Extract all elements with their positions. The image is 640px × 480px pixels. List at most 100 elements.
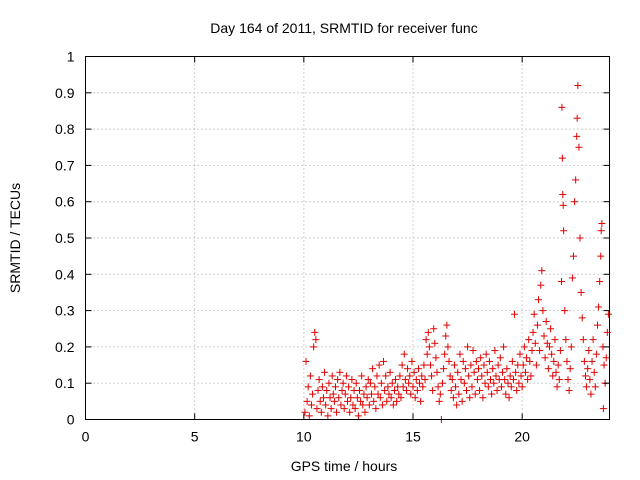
data-point bbox=[438, 379, 446, 387]
grid-lines bbox=[85, 56, 610, 420]
data-point bbox=[472, 357, 480, 365]
data-point bbox=[340, 405, 348, 413]
data-point bbox=[503, 365, 511, 373]
data-point bbox=[481, 379, 489, 387]
data-point bbox=[334, 376, 342, 384]
x-tick-label: 5 bbox=[191, 429, 199, 445]
data-point bbox=[543, 339, 551, 347]
data-point bbox=[425, 343, 433, 351]
data-point bbox=[303, 397, 311, 405]
data-point bbox=[432, 354, 440, 362]
data-point bbox=[567, 343, 575, 351]
data-point bbox=[512, 368, 520, 376]
data-point bbox=[409, 383, 417, 391]
data-point bbox=[306, 372, 314, 380]
data-point bbox=[559, 201, 567, 209]
data-point bbox=[341, 390, 349, 398]
data-point bbox=[506, 372, 514, 380]
data-point bbox=[411, 394, 419, 402]
data-point bbox=[500, 343, 508, 351]
data-point bbox=[314, 386, 322, 394]
data-point bbox=[480, 361, 488, 369]
data-point bbox=[361, 408, 369, 416]
chart-title: Day 164 of 2011, SRMTID for receiver fun… bbox=[210, 20, 477, 36]
data-point bbox=[346, 408, 354, 416]
data-point bbox=[511, 310, 519, 318]
data-point bbox=[580, 357, 588, 365]
data-point bbox=[324, 412, 332, 420]
data-point bbox=[573, 114, 581, 122]
data-point bbox=[444, 343, 452, 351]
data-point bbox=[572, 176, 580, 184]
data-point bbox=[525, 336, 533, 344]
data-point bbox=[397, 394, 405, 402]
y-tick-label: 0.4 bbox=[55, 266, 75, 282]
data-point bbox=[333, 408, 341, 416]
data-point bbox=[487, 376, 495, 384]
data-point bbox=[489, 365, 497, 373]
data-point bbox=[360, 390, 368, 398]
data-point bbox=[593, 321, 601, 329]
data-point bbox=[326, 394, 334, 402]
data-point bbox=[301, 408, 309, 416]
data-point bbox=[468, 383, 476, 391]
y-tick-label: 1 bbox=[67, 49, 75, 65]
axes: 00.10.20.30.40.50.60.70.80.910 5 10 15 20 bbox=[55, 49, 610, 445]
data-point bbox=[502, 390, 510, 398]
data-point bbox=[307, 401, 315, 409]
data-point bbox=[387, 394, 395, 402]
data-point bbox=[505, 394, 513, 402]
data-point bbox=[373, 372, 381, 380]
data-point bbox=[564, 376, 572, 384]
data-point bbox=[412, 376, 420, 384]
data-point bbox=[347, 394, 355, 402]
data-point bbox=[479, 394, 487, 402]
y-tick-label: 0.6 bbox=[55, 194, 75, 210]
data-point bbox=[316, 397, 324, 405]
data-point bbox=[597, 252, 605, 260]
data-point bbox=[569, 252, 577, 260]
data-point bbox=[374, 390, 382, 398]
data-point bbox=[404, 365, 412, 373]
data-point bbox=[466, 394, 474, 402]
data-point bbox=[378, 401, 386, 409]
data-point bbox=[504, 379, 512, 387]
data-point bbox=[470, 368, 478, 376]
data-point bbox=[528, 347, 536, 355]
data-point bbox=[473, 376, 481, 384]
data-point bbox=[526, 357, 534, 365]
y-tick-label: 0.8 bbox=[55, 121, 75, 137]
data-point bbox=[482, 350, 490, 358]
data-point bbox=[551, 336, 559, 344]
data-point bbox=[517, 372, 525, 380]
data-point bbox=[352, 379, 360, 387]
data-point bbox=[555, 376, 563, 384]
data-point bbox=[467, 361, 475, 369]
data-point bbox=[548, 350, 556, 358]
data-point bbox=[399, 383, 407, 391]
data-point bbox=[416, 379, 424, 387]
data-point bbox=[471, 390, 479, 398]
data-point bbox=[389, 401, 397, 409]
data-point bbox=[600, 361, 608, 369]
data-point bbox=[464, 343, 472, 351]
data-point bbox=[496, 354, 504, 362]
y-tick-label: 0.2 bbox=[55, 339, 75, 355]
data-point bbox=[395, 390, 403, 398]
data-point bbox=[322, 401, 330, 409]
data-point bbox=[386, 368, 394, 376]
data-point bbox=[381, 386, 389, 394]
data-point bbox=[558, 103, 566, 111]
data-point bbox=[433, 368, 441, 376]
data-point bbox=[520, 343, 528, 351]
data-point bbox=[577, 288, 585, 296]
data-point bbox=[476, 386, 484, 394]
data-point bbox=[349, 401, 357, 409]
data-point bbox=[595, 303, 603, 311]
data-point bbox=[342, 372, 350, 380]
data-point bbox=[574, 82, 582, 90]
data-point bbox=[513, 386, 521, 394]
data-point bbox=[407, 390, 415, 398]
data-point bbox=[312, 336, 320, 344]
data-point bbox=[515, 379, 523, 387]
